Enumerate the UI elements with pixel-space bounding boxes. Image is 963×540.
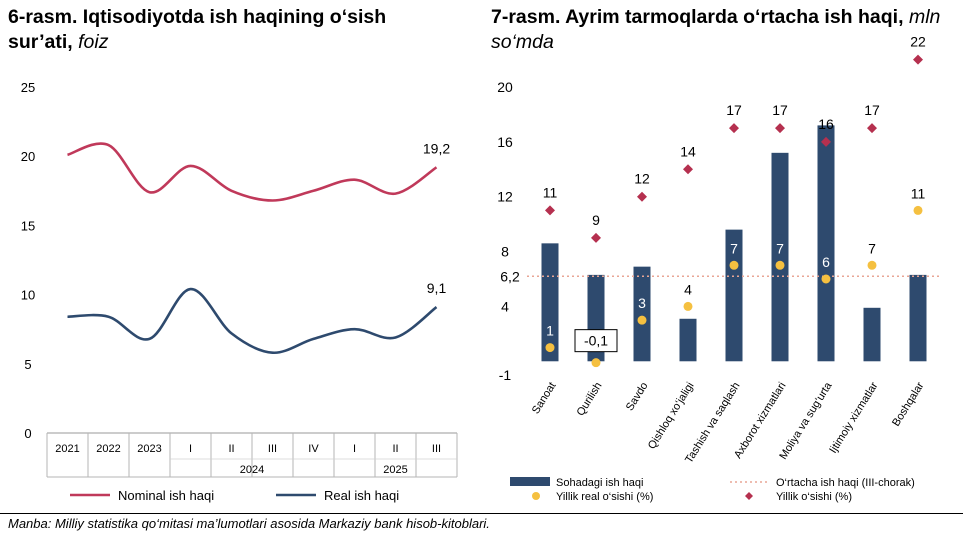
chart1-xtick-label: 2023: [137, 443, 161, 455]
chart2-real-growth-label: 3: [638, 295, 646, 311]
chart1-unit: foiz: [78, 31, 109, 53]
chart1-xtick-label: 2022: [96, 443, 120, 455]
chart2-nominal-growth-label: 12: [634, 171, 650, 187]
chart2-real-growth-label: 4: [684, 281, 692, 297]
chart2-legend-label: Yillik o‘sishi (%): [776, 491, 852, 503]
footer-divider: [0, 513, 963, 514]
chart2-real-growth-label: 7: [776, 240, 784, 256]
chart2-real-growth-marker: [913, 205, 923, 215]
chart1-xtick-label: I: [353, 443, 356, 455]
chart2-legend-nominal-swatch: [745, 492, 753, 500]
chart1-xtick-label: IV: [308, 443, 319, 455]
chart2-nominal-growth-label: 11: [543, 184, 558, 200]
chart2-ytick-label: 20: [497, 79, 513, 95]
chart2-xtick-label: Savdo: [624, 380, 651, 413]
chart2-nominal-growth-label: 22: [910, 34, 926, 50]
chart2-bar: [725, 229, 743, 362]
chart1-title: 6-rasm. Iqtisodiyotda ish haqining o‘sis…: [8, 5, 448, 55]
chart1-xtick-label: II: [228, 443, 234, 455]
chart2-ytick-label: 4: [501, 298, 509, 314]
chart1-legend-label: Real ish haqi: [324, 488, 399, 503]
chart1-end-label: 19,2: [423, 140, 450, 156]
chart2-ytick-label: -1: [499, 367, 512, 383]
chart1-series-line: [67, 287, 438, 355]
chart2-real-growth-label: -0,1: [584, 333, 608, 349]
chart2-real-growth-label: 7: [730, 240, 738, 256]
chart2-nominal-growth-marker: [775, 123, 785, 134]
chart2-average-label: 6,2: [500, 268, 520, 284]
chart2-bar: [817, 125, 835, 362]
chart1-xtick-label: III: [432, 443, 441, 455]
chart2-legend-label: O‘rtacha ish haqi (III-chorak): [776, 477, 915, 489]
chart2-nominal-growth-marker: [821, 136, 831, 147]
chart2-legend-bar-swatch: [510, 477, 550, 486]
chart2-nominal-growth-label: 14: [680, 143, 696, 159]
chart2-bar: [541, 243, 559, 362]
chart1-end-label: 9,1: [427, 280, 447, 296]
chart2-ytick-label: 8: [501, 244, 509, 260]
chart2-real-growth-marker: [729, 260, 739, 270]
chart2-nominal-growth-marker: [913, 54, 923, 65]
chart2-real-growth-label: 11: [911, 185, 926, 201]
chart2-ytick-label: 12: [497, 189, 513, 205]
chart1-ytick-label: 5: [24, 357, 31, 372]
chart2-real-growth-label-box: [574, 329, 618, 353]
chart1-xtick-label: III: [268, 443, 277, 455]
chart2-real-growth-marker: [591, 358, 601, 368]
chart2-unit: mln so‘mda: [491, 6, 941, 53]
chart2-real-growth-marker: [545, 343, 555, 353]
chart1-ytick-label: 20: [21, 149, 35, 164]
chart2-title-text: 7-rasm. Ayrim tarmoqlarda o‘rtacha ish h…: [491, 6, 904, 28]
chart2-real-growth-marker: [867, 260, 877, 270]
chart2-real-growth-label: 7: [868, 240, 876, 256]
chart2-bar: [771, 152, 789, 362]
chart2-real-growth-marker: [683, 301, 693, 311]
chart2-real-growth-marker: [637, 315, 647, 325]
chart2-nominal-growth-label: 9: [592, 212, 600, 228]
chart1-ytick-label: 10: [21, 288, 35, 303]
chart2-ytick-label: 16: [497, 134, 513, 150]
chart2-xtick-label: Boshqalar: [890, 380, 927, 429]
chart2-nominal-growth-marker: [591, 232, 601, 243]
chart2-bar: [863, 307, 881, 362]
chart2-legend-label: Sohadagi ish haqi: [556, 477, 643, 489]
chart2-nominal-growth-marker: [729, 123, 739, 134]
chart2-nominal-growth-label: 17: [864, 102, 880, 118]
chart1-xtick-label: I: [189, 443, 192, 455]
chart2-nominal-growth-label: 16: [818, 116, 834, 132]
chart2-legend-real-swatch: [532, 492, 540, 500]
chart2-bar: [633, 266, 651, 362]
chart2-real-growth-label: 1: [546, 323, 554, 339]
chart2-nominal-growth-marker: [683, 164, 693, 175]
chart2-nominal-growth-label: 17: [772, 102, 788, 118]
chart2-title: 7-rasm. Ayrim tarmoqlarda o‘rtacha ish h…: [491, 5, 961, 55]
chart1-title-text: 6-rasm. Iqtisodiyotda ish haqining o‘sis…: [8, 6, 387, 53]
chart1-group-label: 2025: [383, 464, 407, 476]
chart2-real-growth-label: 6: [822, 254, 830, 270]
chart2-bar: [679, 318, 697, 362]
chart1-xtick-label: 2021: [55, 443, 79, 455]
chart1-group-label: 2024: [240, 464, 264, 476]
chart2-real-growth-marker: [821, 274, 831, 284]
chart2-xtick-label: Sanoat: [530, 380, 559, 416]
chart1-ytick-label: 25: [21, 80, 35, 95]
chart2-nominal-growth-label: 17: [726, 102, 742, 118]
chart2-real-growth-marker: [775, 260, 785, 270]
chart2-legend-label: Yillik real o‘sishi (%): [556, 491, 653, 503]
chart2-nominal-growth-marker: [545, 205, 555, 216]
chart2-nominal-growth-marker: [637, 191, 647, 202]
chart2-nominal-growth-marker: [867, 123, 877, 134]
chart1-xtick-label: II: [392, 443, 398, 455]
chart1-series-line: [67, 142, 438, 202]
chart2-xtick-label: Axborot xizmatlari: [732, 380, 789, 460]
chart2-bar: [909, 274, 927, 362]
chart2-xtick-label: Qurilish: [575, 380, 605, 418]
chart1-legend-label: Nominal ish haqi: [118, 488, 214, 503]
source-note: Manba: Milliy statistika qo‘mitasi ma’lu…: [8, 516, 490, 531]
chart1-ytick-label: 0: [24, 426, 31, 441]
chart1-ytick-label: 15: [21, 218, 35, 233]
chart2-xtick-label: Ijtimoiy xizmatlar: [827, 380, 880, 456]
chart2-xtick-label: Qishloq xo‘jaligi: [646, 380, 697, 451]
